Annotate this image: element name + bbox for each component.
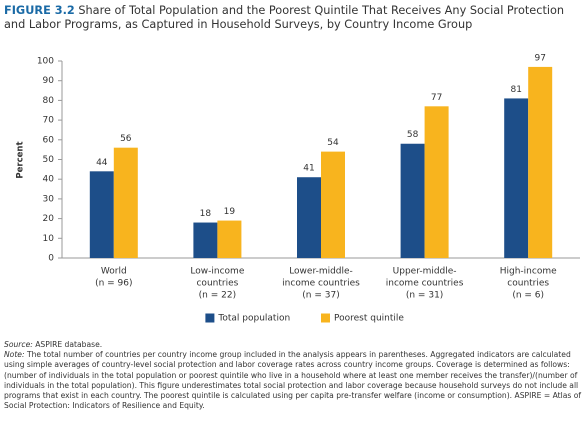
bar <box>297 177 321 258</box>
source-label: Source: <box>4 340 33 349</box>
bar <box>528 66 553 258</box>
title-block: FIGURE 3.2 Share of Total Population and… <box>4 4 582 32</box>
legend-label: Total population <box>217 314 290 324</box>
legend-swatch <box>321 313 330 323</box>
y-tick-label: 40 <box>43 175 55 185</box>
bar <box>89 171 114 258</box>
bar <box>217 220 242 258</box>
bar <box>321 151 345 258</box>
chart-title: Share of Total Population and the Poores… <box>4 4 565 31</box>
bar <box>504 98 529 259</box>
bar <box>424 106 449 258</box>
x-tick-label: High-income <box>500 267 557 277</box>
value-label: 54 <box>327 138 339 148</box>
y-tick-label: 10 <box>43 234 55 244</box>
x-tick-label: Low-income <box>190 267 244 277</box>
value-label: 44 <box>96 158 108 168</box>
value-label: 19 <box>224 207 236 217</box>
x-tick-label: countries <box>196 279 238 289</box>
bar <box>113 147 138 258</box>
x-tick-label: income countries <box>282 279 360 289</box>
y-tick-label: 80 <box>43 96 55 106</box>
y-axis-label: Percent <box>16 141 26 178</box>
chart: Percent 0 10 20 30 40 50 60 70 80 90 100 World (n = … <box>16 53 580 324</box>
value-label: 77 <box>431 93 442 103</box>
bar <box>193 222 218 258</box>
note-label: Note: <box>4 350 25 360</box>
x-tick-label: (n = 6) <box>512 291 544 301</box>
x-tick-label: (n = 22) <box>199 291 236 301</box>
value-label: 56 <box>120 134 132 144</box>
notes: Source: ASPIRE database. Note: The total… <box>4 340 582 411</box>
value-label: 58 <box>407 130 419 140</box>
y-tick-label: 60 <box>43 135 55 145</box>
x-tick-label: countries <box>507 279 549 289</box>
y-tick-label: 70 <box>43 116 55 126</box>
bar <box>400 143 425 258</box>
note-line: Note: The total number of countries per … <box>4 350 582 411</box>
legend-swatch <box>205 313 215 323</box>
y-tick-label: 90 <box>43 76 55 86</box>
value-label: 41 <box>303 164 314 174</box>
y-tick-label: 30 <box>43 194 55 204</box>
x-tick-label: Lower-middle- <box>289 267 353 277</box>
value-label: 18 <box>200 209 212 219</box>
value-label: 97 <box>534 53 545 63</box>
y-tick-label: 100 <box>37 57 54 67</box>
x-tick-label: income countries <box>386 279 464 289</box>
note: The total number of countries per countr… <box>4 350 582 411</box>
x-tick-label: World <box>101 267 127 277</box>
y-tick-label: 20 <box>43 214 55 224</box>
legend-label: Poorest quintile <box>334 314 404 324</box>
y-tick-label: 0 <box>48 254 54 264</box>
x-tick-label: Upper-middle- <box>393 267 457 277</box>
x-tick-label: (n = 96) <box>95 279 132 289</box>
x-tick-label: (n = 31) <box>406 291 443 301</box>
source-line: Source: ASPIRE database. <box>4 340 582 350</box>
y-tick-label: 50 <box>43 155 55 165</box>
value-label: 81 <box>510 85 521 95</box>
figure-label: FIGURE 3.2 <box>4 4 75 17</box>
source: ASPIRE database. <box>35 340 103 349</box>
x-tick-label: (n = 37) <box>302 291 339 301</box>
